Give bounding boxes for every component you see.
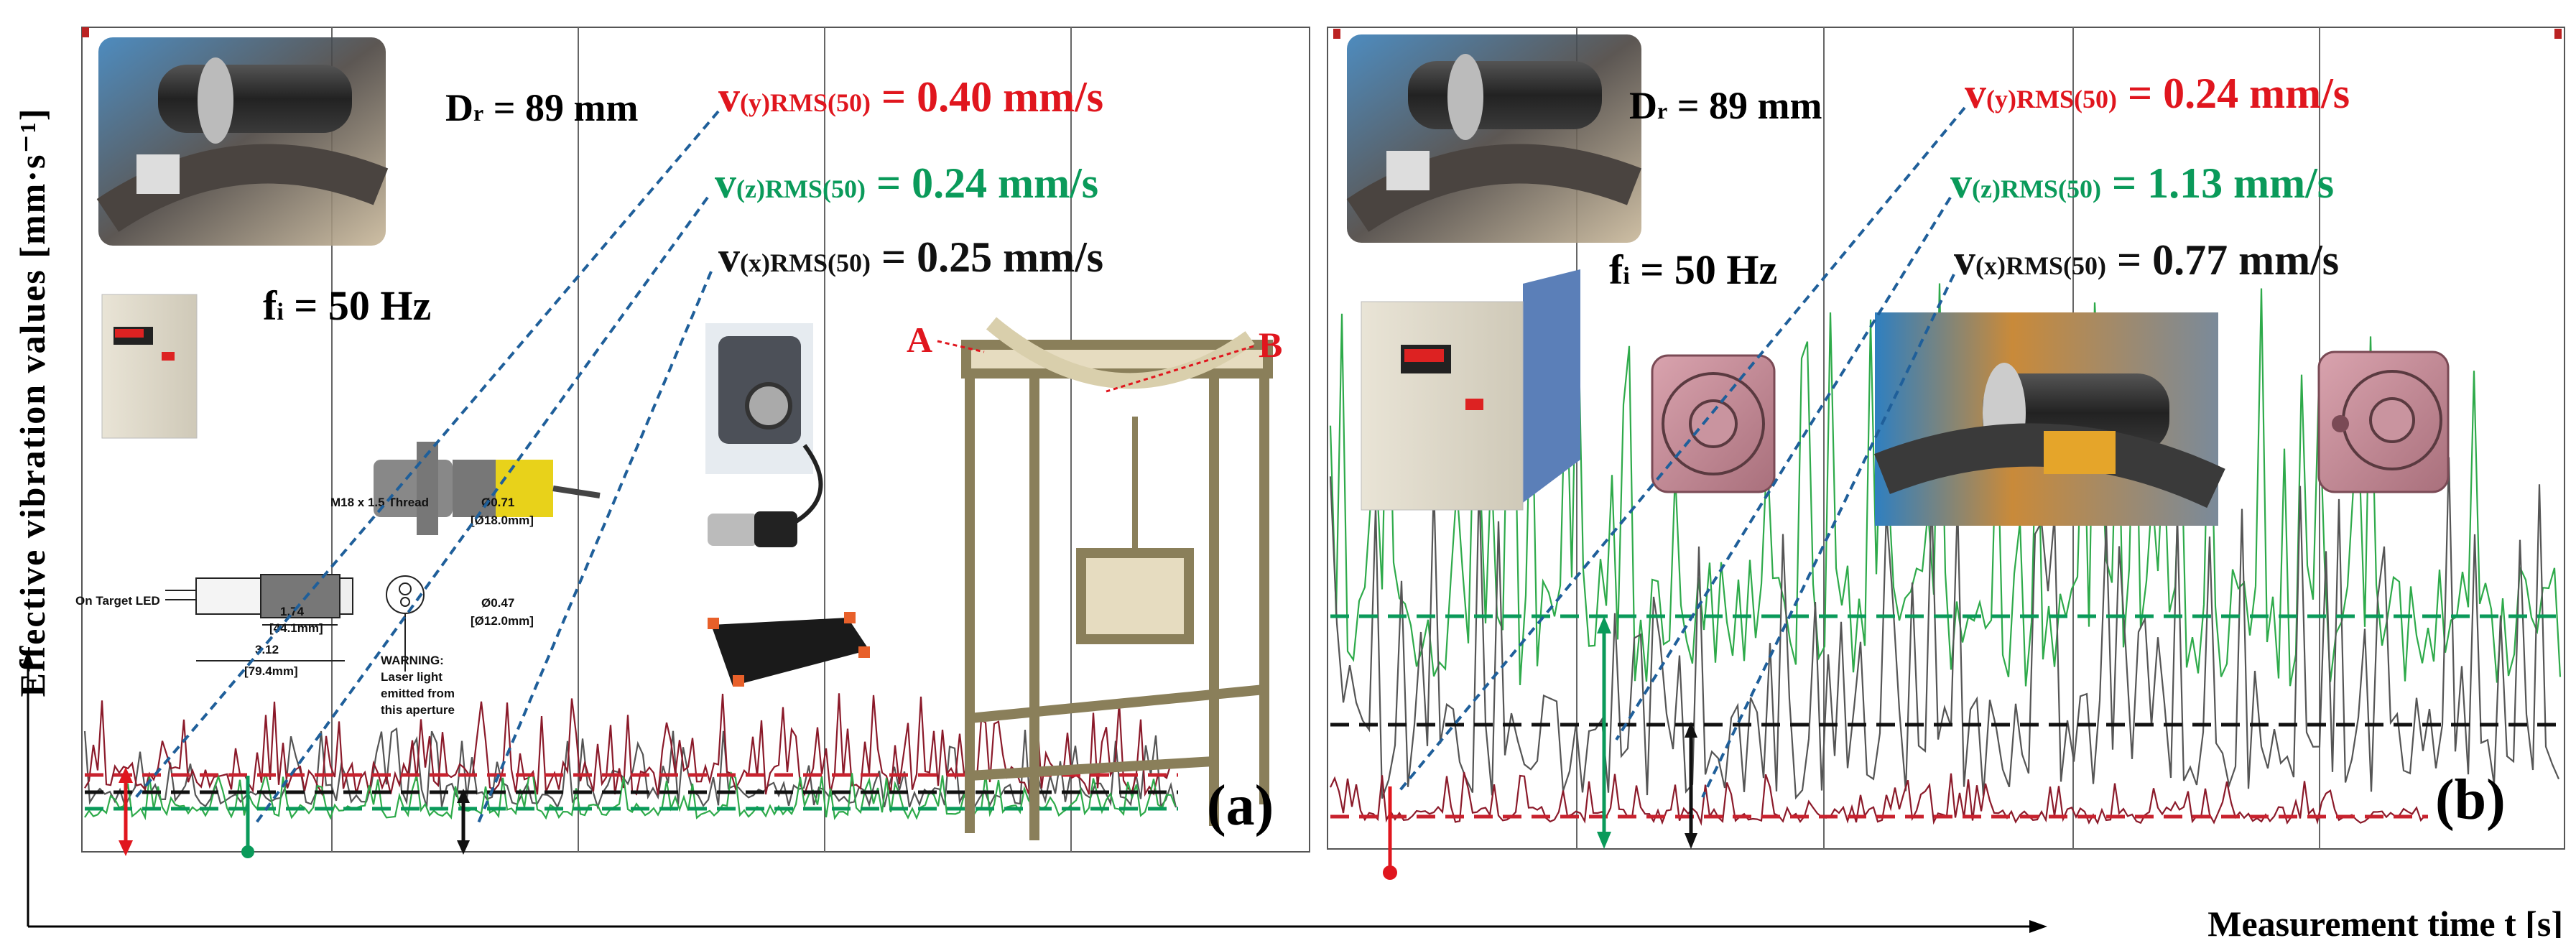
dim-label: [Ø12.0mm] (471, 614, 534, 628)
trace-x (83, 727, 1177, 810)
thread-label: M18 x 1.5 Thread (330, 496, 429, 509)
laser-sensor-drawing: M18 x 1.5 Thread On Target LED 1.74 [44.… (75, 496, 534, 717)
inverter-frequency: fi = 50 Hz (263, 282, 431, 329)
y-axis-arrow-icon (22, 650, 34, 668)
point-a-label: A (907, 320, 932, 360)
x-axis-label: Measurement time t [s] (2207, 904, 2563, 938)
led-label: On Target LED (75, 594, 160, 608)
warning-label: Laser light (381, 670, 443, 684)
accelerometer-cad-model (2317, 350, 2450, 493)
x-axis-arrow-icon (2029, 920, 2047, 933)
warning-label: this aperture (381, 703, 455, 717)
trace-y (84, 693, 1176, 797)
dim-label: Ø0.71 (481, 496, 514, 509)
daq-device-photo (708, 612, 870, 687)
leader-lines (1396, 106, 1966, 798)
accelerometer-cad-model (1651, 354, 1776, 493)
warning-label: emitted from (381, 687, 455, 700)
rms-value-y: v(y)RMS(50) = 0.40 mm/s (718, 73, 1103, 121)
panel-label: (a) (1207, 774, 1274, 837)
warning-label: WARNING: (381, 654, 444, 667)
accelerometer-photo (705, 323, 823, 547)
rms-arrows (1383, 616, 1697, 880)
grid-lines (331, 27, 1072, 852)
roller-setup-photo (1874, 312, 2225, 526)
inverter-frequency: fi = 50 Hz (1609, 246, 1777, 293)
roller-diameter: Dr = 89 mm (445, 86, 638, 129)
point-markers (937, 340, 1254, 393)
frequency-inverter-photo (101, 294, 198, 439)
dim-label: [44.1mm] (269, 621, 323, 635)
panel-a: M18 x 1.5 Thread On Target LED 1.74 [44.… (75, 27, 1310, 858)
trace-x (1329, 457, 2560, 800)
trace-z (84, 771, 1177, 821)
signal-traces (83, 693, 1177, 821)
leader-lines (131, 110, 720, 826)
rms-value-y: v(y)RMS(50) = 0.24 mm/s (1965, 70, 2350, 117)
panel-b: Dr = 89 mm fi = 50 Hz v(y)RMS(50) = 0.24… (1327, 27, 2565, 880)
dim-label: Ø0.47 (481, 596, 514, 610)
dim-label: [Ø18.0mm] (471, 514, 534, 527)
dim-label: 1.74 (280, 605, 305, 618)
rms-value-x: v(x)RMS(50) = 0.77 mm/s (1954, 236, 2339, 284)
roller-photo (96, 37, 389, 246)
panel-label: (b) (2435, 768, 2506, 832)
roller-photo (1346, 34, 1641, 243)
y-axis-label: Effective vibration values [mm·s⁻¹] (12, 108, 52, 697)
rms-value-z: v(z)RMS(50) = 1.13 mm/s (1950, 159, 2334, 207)
frequency-inverter-photo (1361, 269, 1580, 511)
dim-label: 3.12 (255, 643, 279, 656)
roller-diameter: Dr = 89 mm (1629, 84, 1822, 127)
rms-value-z: v(z)RMS(50) = 0.24 mm/s (715, 159, 1098, 207)
y-axis: Effective vibration values [mm·s⁻¹] (12, 108, 52, 927)
rms-lines (1330, 614, 2562, 819)
rms-arrows (119, 767, 470, 858)
dim-label: [79.4mm] (244, 664, 298, 678)
laser-sensor-photo (374, 442, 601, 535)
point-b-label: B (1259, 325, 1282, 365)
rms-value-x: v(x)RMS(50) = 0.25 mm/s (718, 233, 1103, 281)
x-axis: Measurement time t [s] (28, 904, 2563, 938)
